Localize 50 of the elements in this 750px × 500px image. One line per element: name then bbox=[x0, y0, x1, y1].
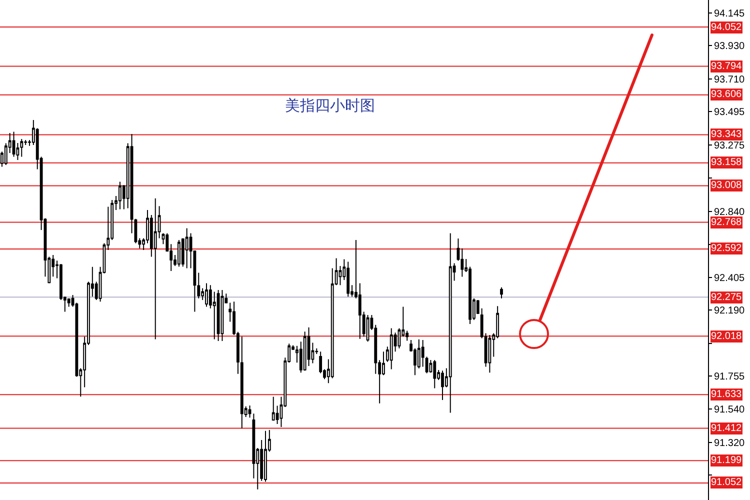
candlestick bbox=[216, 289, 220, 342]
candlestick bbox=[441, 370, 444, 400]
candlestick bbox=[178, 239, 180, 268]
ref-line-label: 94.052 bbox=[711, 22, 742, 33]
candlestick bbox=[272, 396, 275, 422]
candlestick bbox=[118, 181, 122, 210]
candlestick bbox=[264, 430, 267, 482]
candlestick bbox=[303, 331, 306, 372]
ref-line-label: 92.768 bbox=[711, 217, 742, 228]
candlestick bbox=[12, 131, 16, 158]
y-tick-label: 94.145 bbox=[714, 8, 746, 20]
candlestick bbox=[185, 228, 188, 269]
candlestick bbox=[421, 339, 424, 368]
y-tick-label: 91.755 bbox=[714, 372, 746, 383]
candlestick bbox=[205, 282, 208, 308]
candlestick bbox=[433, 360, 436, 389]
candlestick bbox=[67, 298, 70, 308]
candlestick bbox=[448, 232, 452, 414]
y-tick-label: 92.405 bbox=[714, 272, 746, 284]
candlestick bbox=[154, 198, 157, 340]
ref-line-label: 91.412 bbox=[711, 423, 742, 434]
ref-line-label: 93.343 bbox=[711, 129, 742, 140]
ref-line-label: 93.158 bbox=[711, 157, 742, 168]
ref-line-label: 91.052 bbox=[711, 477, 742, 488]
ref-line-label: 93.008 bbox=[711, 180, 742, 191]
text: 美指四小时图 bbox=[285, 96, 375, 114]
candlestick bbox=[346, 261, 350, 298]
candlestick bbox=[500, 286, 503, 299]
candlestick bbox=[220, 289, 224, 342]
candlestick bbox=[240, 336, 244, 429]
y-tick-label: 91.540 bbox=[714, 404, 746, 416]
candlestick bbox=[488, 334, 492, 374]
ref-line-label: 92.018 bbox=[711, 331, 742, 342]
candlestick bbox=[248, 404, 252, 418]
y-tick-label: 93.495 bbox=[714, 107, 746, 118]
ref-line-label: 92.592 bbox=[711, 243, 742, 254]
ref-line-label: 91.199 bbox=[711, 455, 742, 466]
y-tick-label: 92.190 bbox=[714, 306, 746, 317]
y-tick-label: 93.275 bbox=[714, 140, 746, 152]
ref-line-label: 92.275 bbox=[711, 292, 742, 303]
ref-line-label: 93.606 bbox=[711, 89, 742, 100]
y-tick-label: 92.840 bbox=[714, 206, 746, 218]
candlestick bbox=[307, 326, 310, 366]
y-tick-label: 93.710 bbox=[714, 74, 746, 86]
y-tick-label: 93.930 bbox=[714, 41, 746, 52]
ref-line-label: 91.633 bbox=[711, 389, 742, 400]
ref-line-label: 93.794 bbox=[711, 61, 742, 72]
candlestick bbox=[390, 328, 393, 370]
y-tick-label: 91.320 bbox=[714, 438, 746, 449]
candlestick bbox=[20, 138, 24, 158]
